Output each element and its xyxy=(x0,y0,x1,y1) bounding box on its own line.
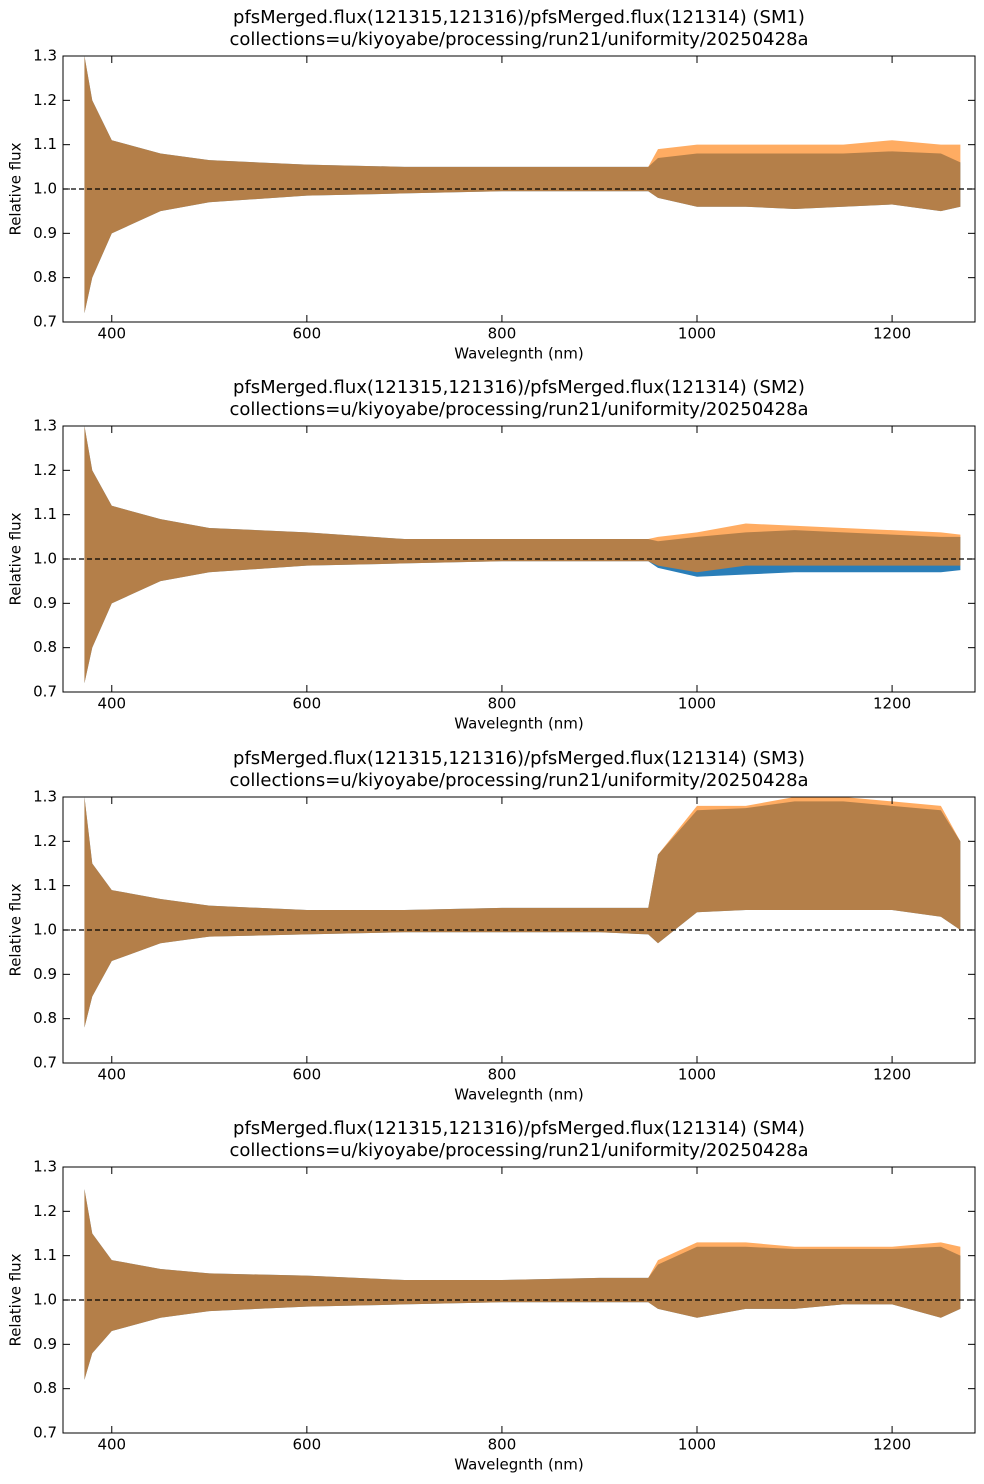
x-tick-label: 800 xyxy=(488,325,517,343)
x-tick-label: 1000 xyxy=(678,325,716,343)
y-tick-label: 1.2 xyxy=(33,91,57,109)
chart-title: pfsMerged.flux(121315,121316)/pfsMerged.… xyxy=(233,7,805,28)
x-tick-label: 400 xyxy=(97,695,126,713)
y-tick-label: 0.7 xyxy=(33,1424,57,1442)
y-tick-label: 1.1 xyxy=(33,876,57,894)
y-tick-label: 1.0 xyxy=(33,1291,57,1309)
y-tick-label: 1.1 xyxy=(33,135,57,153)
x-tick-label: 600 xyxy=(293,1436,322,1454)
x-tick-label: 800 xyxy=(488,1436,517,1454)
y-tick-label: 1.1 xyxy=(33,1246,57,1264)
y-tick-label: 0.9 xyxy=(33,1335,57,1353)
y-tick-label: 0.7 xyxy=(33,1054,57,1072)
y-tick-label: 1.3 xyxy=(33,788,57,806)
y-tick-label: 1.0 xyxy=(33,180,57,198)
y-axis-label: Relative flux xyxy=(7,883,25,976)
x-axis-label: Wavelegnth (nm) xyxy=(454,1086,584,1104)
x-tick-label: 1200 xyxy=(873,325,911,343)
flux-band xyxy=(84,426,961,684)
x-axis-label: Wavelegnth (nm) xyxy=(454,715,584,733)
y-tick-label: 0.8 xyxy=(33,638,57,656)
x-tick-label: 1000 xyxy=(678,1066,716,1084)
chart-title: pfsMerged.flux(121315,121316)/pfsMerged.… xyxy=(233,377,805,398)
y-tick-label: 1.0 xyxy=(33,921,57,939)
y-tick-label: 0.9 xyxy=(33,965,57,983)
y-tick-label: 1.2 xyxy=(33,832,57,850)
flux-band xyxy=(84,56,961,314)
chart-subtitle: collections=u/kiyoyabe/processing/run21/… xyxy=(229,399,808,420)
chart-title: pfsMerged.flux(121315,121316)/pfsMerged.… xyxy=(233,1118,805,1139)
chart-title: pfsMerged.flux(121315,121316)/pfsMerged.… xyxy=(233,748,805,769)
y-axis-label: Relative flux xyxy=(7,512,25,605)
x-tick-label: 1200 xyxy=(873,1066,911,1084)
y-tick-label: 0.8 xyxy=(33,1379,57,1397)
y-tick-label: 0.9 xyxy=(33,594,57,612)
y-tick-label: 0.9 xyxy=(33,224,57,242)
x-tick-label: 600 xyxy=(293,1066,322,1084)
chart-subtitle: collections=u/kiyoyabe/processing/run21/… xyxy=(229,1140,808,1161)
y-tick-label: 1.3 xyxy=(33,417,57,435)
x-tick-label: 800 xyxy=(488,1066,517,1084)
y-tick-label: 1.1 xyxy=(33,505,57,523)
x-tick-label: 1000 xyxy=(678,1436,716,1454)
y-tick-label: 1.2 xyxy=(33,461,57,479)
flux-band xyxy=(84,1189,961,1380)
y-tick-label: 0.7 xyxy=(33,313,57,331)
y-tick-label: 1.2 xyxy=(33,1202,57,1220)
x-tick-label: 1200 xyxy=(873,1436,911,1454)
y-tick-label: 0.7 xyxy=(33,683,57,701)
x-tick-label: 800 xyxy=(488,695,517,713)
chart-subtitle: collections=u/kiyoyabe/processing/run21/… xyxy=(229,770,808,791)
x-tick-label: 1200 xyxy=(873,695,911,713)
y-tick-label: 0.8 xyxy=(33,268,57,286)
y-tick-label: 0.8 xyxy=(33,1009,57,1027)
y-tick-label: 1.0 xyxy=(33,550,57,568)
y-tick-label: 1.3 xyxy=(33,1158,57,1176)
x-tick-label: 400 xyxy=(97,1066,126,1084)
x-axis-label: Wavelegnth (nm) xyxy=(454,1456,584,1474)
x-tick-label: 600 xyxy=(293,695,322,713)
flux-band xyxy=(84,797,961,1028)
x-axis-label: Wavelegnth (nm) xyxy=(454,345,584,363)
x-tick-label: 400 xyxy=(97,325,126,343)
x-tick-label: 600 xyxy=(293,325,322,343)
y-tick-label: 1.3 xyxy=(33,47,57,65)
x-tick-label: 400 xyxy=(97,1436,126,1454)
y-axis-label: Relative flux xyxy=(7,142,25,235)
x-tick-label: 1000 xyxy=(678,695,716,713)
y-axis-label: Relative flux xyxy=(7,1253,25,1346)
chart-subtitle: collections=u/kiyoyabe/processing/run21/… xyxy=(229,29,808,50)
